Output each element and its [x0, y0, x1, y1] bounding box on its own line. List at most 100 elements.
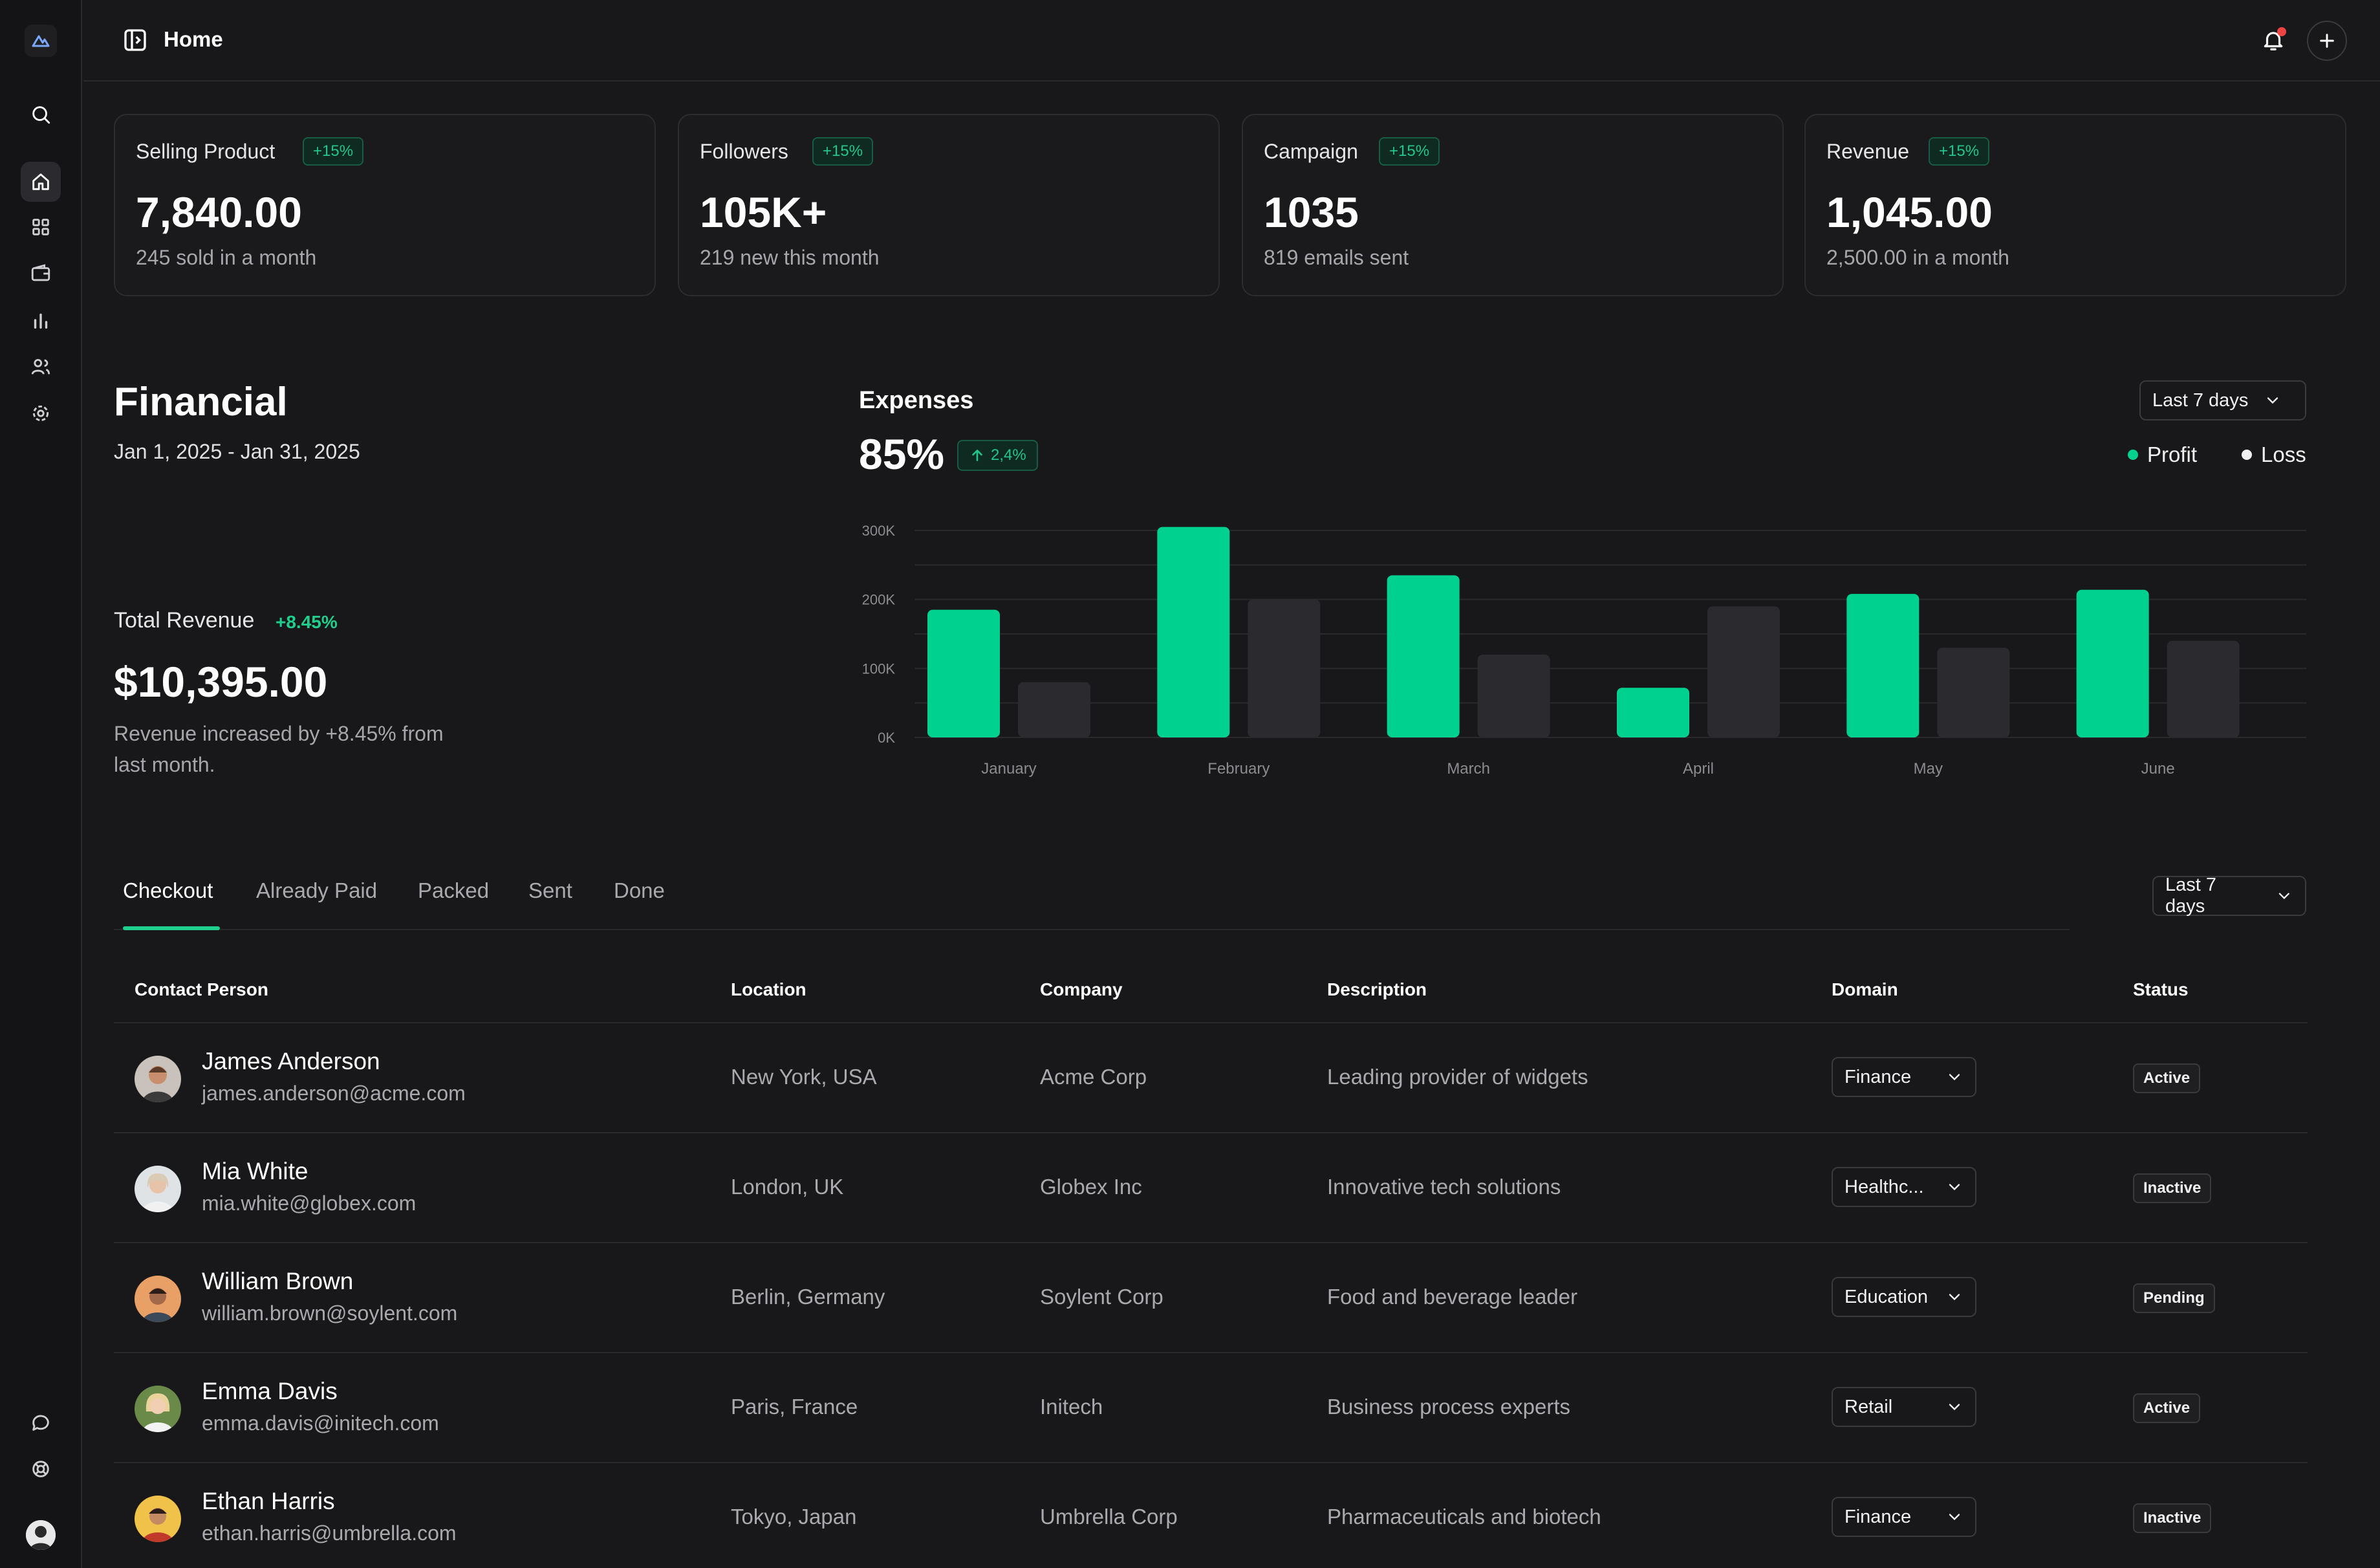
logo-icon	[32, 35, 50, 47]
legend-loss: Loss	[2242, 442, 2306, 467]
stat-label: Revenue	[1826, 140, 1910, 163]
domain-select[interactable]: Finance	[1832, 1057, 1976, 1097]
sidebar-item-home[interactable]	[21, 162, 61, 202]
table-row[interactable]: William Brown william.brown@soylent.com …	[114, 1242, 2308, 1352]
domain-select[interactable]: Healthc...	[1832, 1167, 1976, 1207]
bar-profit[interactable]	[1157, 527, 1230, 737]
company-cell: Initech	[1040, 1395, 1103, 1419]
domain-value: Finance	[1844, 1066, 1912, 1087]
logo[interactable]	[25, 25, 57, 57]
table-row[interactable]: James Anderson james.anderson@acme.com N…	[114, 1022, 2308, 1132]
domain-select[interactable]: Finance	[1832, 1497, 1976, 1537]
expenses-change-value: 2,4%	[991, 446, 1026, 464]
bar-loss[interactable]	[1477, 655, 1550, 737]
user-avatar-icon	[26, 1520, 56, 1550]
avatar	[135, 1166, 181, 1212]
chevron-down-icon	[2267, 397, 2278, 404]
contact-name: Emma Davis	[202, 1378, 338, 1404]
sidebar-item-analytics[interactable]	[21, 300, 61, 340]
bar-loss[interactable]	[1707, 606, 1780, 737]
company-cell: Soylent Corp	[1040, 1285, 1163, 1309]
person-avatar-icon	[135, 1496, 181, 1542]
search-icon	[32, 106, 50, 124]
financial-date-range: Jan 1, 2025 - Jan 31, 2025	[114, 440, 360, 463]
tab-checkout[interactable]: Checkout	[123, 878, 213, 902]
sidebar-help-button[interactable]	[21, 1449, 61, 1489]
expenses-range-select[interactable]: Last 7 days	[2139, 380, 2306, 420]
sidebar-item-settings[interactable]	[21, 393, 61, 433]
sidebar-item-wallet[interactable]	[21, 254, 61, 294]
tab-sent[interactable]: Sent	[528, 878, 572, 902]
column-header-description[interactable]: Description	[1327, 979, 1427, 999]
gear-icon	[32, 405, 49, 422]
notifications-button[interactable]	[2256, 23, 2290, 57]
tab-already-paid[interactable]: Already Paid	[256, 878, 378, 902]
table-row[interactable]: Mia White mia.white@globex.com London, U…	[114, 1132, 2308, 1242]
user-avatar[interactable]	[26, 1520, 56, 1550]
y-tick-label: 300K	[862, 523, 896, 539]
stat-badge: +15%	[812, 137, 874, 166]
lifebuoy-icon	[32, 1461, 49, 1477]
stat-card-revenue: Revenue +15% 1,045.00 2,500.00 in a mont…	[1804, 114, 2346, 296]
stat-value: 105K+	[700, 188, 827, 236]
status-badge: Active	[2133, 1393, 2201, 1423]
total-revenue-label: Total Revenue	[114, 608, 255, 633]
domain-select[interactable]: Retail	[1832, 1387, 1976, 1427]
column-header-company[interactable]: Company	[1040, 979, 1123, 999]
table-row[interactable]: Emma Davis emma.davis@initech.com Paris,…	[114, 1352, 2308, 1462]
avatar	[135, 1276, 181, 1322]
stat-card-followers: Followers +15% 105K+ 219 new this month	[678, 114, 1220, 296]
legend-loss-dot	[2242, 450, 2252, 460]
sidebar-item-dashboard[interactable]	[21, 207, 61, 247]
bar-loss[interactable]	[1018, 682, 1090, 737]
legend-profit-dot	[2128, 450, 2138, 460]
domain-select[interactable]: Education	[1832, 1277, 1976, 1317]
table-row[interactable]: Ethan Harris ethan.harris@umbrella.com T…	[114, 1462, 2308, 1568]
notification-dot	[2277, 27, 2286, 36]
person-avatar-icon	[135, 1276, 181, 1322]
stat-card-campaign: Campaign +15% 1035 819 emails sent	[1242, 114, 1784, 296]
add-button[interactable]	[2307, 21, 2347, 61]
description-cell: Innovative tech solutions	[1327, 1175, 1561, 1199]
domain-value: Education	[1844, 1286, 1928, 1307]
contact-name: Mia White	[202, 1158, 308, 1184]
top-header: Home	[83, 0, 2380, 82]
bar-profit[interactable]	[2076, 589, 2149, 737]
bar-profit[interactable]	[1387, 575, 1460, 737]
x-tick-label: May	[1914, 760, 1943, 778]
chat-icon	[32, 1415, 49, 1431]
bar-loss[interactable]	[2167, 640, 2240, 737]
x-tick-label: June	[2141, 760, 2175, 778]
tab-packed[interactable]: Packed	[418, 878, 490, 902]
active-tab-indicator	[123, 926, 220, 930]
sidebar-search-button[interactable]	[21, 94, 61, 135]
table-range-select[interactable]: Last 7 days	[2152, 875, 2306, 917]
bar-profit[interactable]	[1617, 688, 1689, 737]
person-avatar-icon	[135, 1386, 181, 1432]
bell-icon	[2264, 32, 2283, 50]
arrow-up-icon	[972, 450, 982, 461]
stat-value: 1,045.00	[1826, 188, 1993, 236]
legend-profit-label: Profit	[2147, 442, 2198, 466]
column-header-domain[interactable]: Domain	[1832, 979, 1898, 999]
bar-loss[interactable]	[1248, 599, 1321, 737]
column-header-location[interactable]: Location	[731, 979, 806, 999]
stat-value: 1035	[1264, 188, 1359, 236]
x-tick-label: February	[1207, 760, 1270, 778]
sidebar-item-users[interactable]	[21, 347, 61, 387]
avatar	[135, 1056, 181, 1102]
avatar	[135, 1496, 181, 1542]
column-header-contact[interactable]: Contact Person	[135, 979, 268, 999]
sidebar-chat-button[interactable]	[21, 1402, 61, 1443]
sidebar-toggle-button[interactable]	[122, 27, 148, 53]
bar-loss[interactable]	[1937, 648, 2010, 737]
contact-email: ethan.harris@umbrella.com	[202, 1521, 457, 1545]
stat-subtext: 819 emails sent	[1264, 246, 1409, 269]
bar-profit[interactable]	[927, 609, 1000, 737]
x-tick-label: March	[1447, 760, 1490, 778]
bar-profit[interactable]	[1846, 594, 1920, 737]
y-tick-label: 100K	[862, 660, 896, 677]
tab-done[interactable]: Done	[614, 878, 665, 902]
stat-badge: +15%	[1379, 137, 1440, 166]
column-header-status[interactable]: Status	[2133, 979, 2189, 999]
